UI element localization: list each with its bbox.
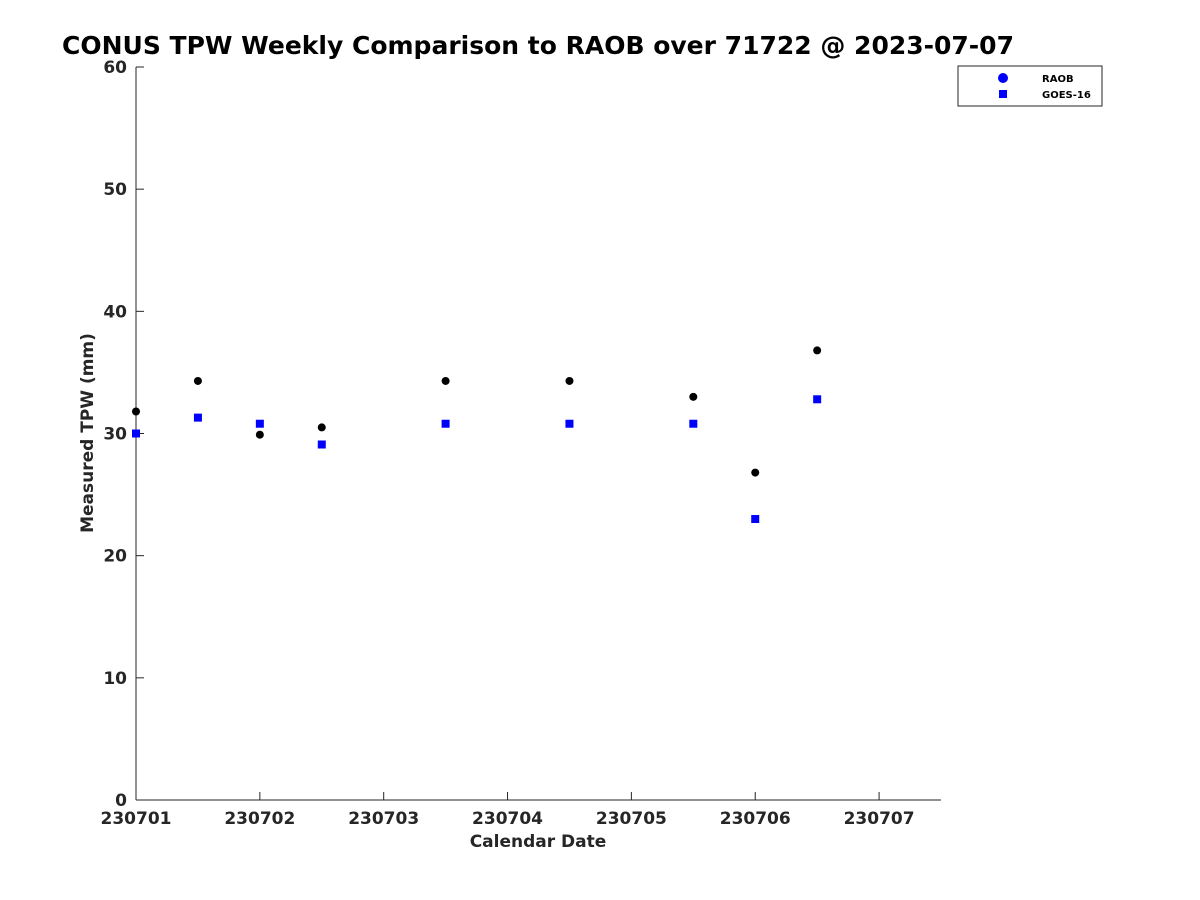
y-tick-label: 10: [103, 669, 127, 689]
legend-raob-marker: [998, 73, 1008, 83]
y-tick-label: 40: [103, 302, 127, 322]
x-tick-label: 230707: [844, 809, 915, 829]
legend-goes-16-marker: [999, 90, 1007, 98]
y-tick-label: 0: [115, 791, 127, 811]
x-axis-label: Calendar Date: [470, 832, 607, 852]
raob-point: [317, 423, 326, 432]
goes-16-point: [565, 419, 574, 428]
y-tick-label: 30: [103, 425, 127, 445]
goes-16-point: [813, 395, 822, 404]
goes-16-point: [751, 515, 760, 524]
goes-16-point: [193, 413, 202, 422]
raob-point: [813, 346, 822, 355]
y-tick-label: 50: [103, 180, 127, 200]
y-axis-ticks: 0 10 20 30 40 50 60: [103, 58, 144, 811]
raob-point: [132, 407, 140, 416]
goes-16-point: [132, 429, 140, 438]
legend-goes-16-label: GOES-16: [1042, 90, 1091, 101]
y-axis-label: Measured TPW (mm): [78, 333, 98, 533]
legend-box: [957, 65, 1103, 107]
goes-16-point: [689, 419, 698, 428]
y-tick-label: 60: [103, 58, 127, 78]
x-tick-label: 230701: [101, 809, 172, 829]
legend: RAOB GOES-16: [957, 65, 1103, 107]
chart-title: CONUS TPW Weekly Comparison to RAOB over…: [62, 31, 1014, 60]
y-tick-label: 20: [103, 547, 127, 567]
goes-16-point: [255, 419, 264, 428]
x-tick-label: 230706: [720, 809, 791, 829]
goes-16-point: [441, 419, 450, 428]
raob-point: [193, 376, 202, 385]
raob-point: [689, 392, 698, 401]
x-tick-label: 230704: [472, 809, 543, 829]
x-axis-ticks: 230701 230702 230703 230704 230705 230706 2307…: [101, 792, 915, 829]
x-tick-label: 230703: [348, 809, 419, 829]
data-points: [132, 346, 822, 524]
x-tick-label: 230705: [596, 809, 667, 829]
raob-point: [441, 376, 450, 385]
x-tick-label: 230702: [224, 809, 295, 829]
legend-raob-label: RAOB: [1042, 74, 1074, 85]
raob-point: [565, 376, 574, 385]
raob-point: [255, 430, 264, 439]
raob-point: [751, 468, 760, 477]
goes-16-point: [317, 440, 326, 449]
